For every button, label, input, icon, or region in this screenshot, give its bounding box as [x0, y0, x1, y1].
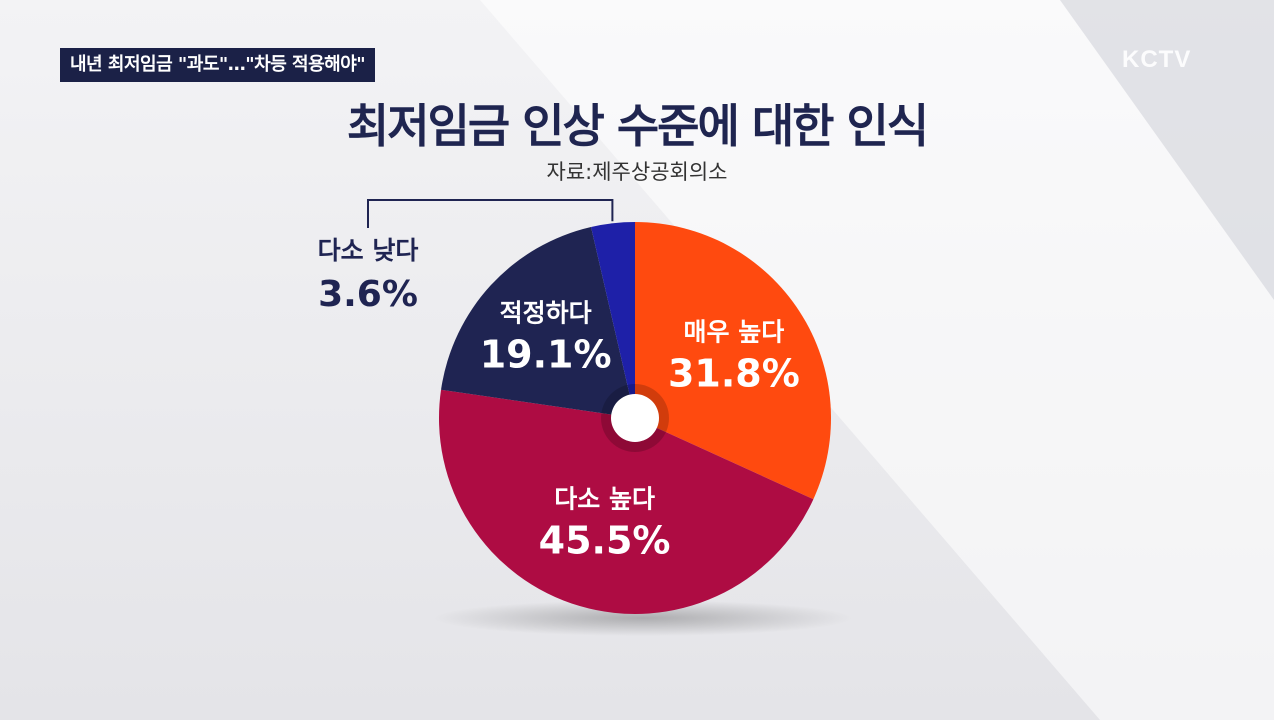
pie-slice: [635, 222, 832, 500]
pie-slice: [441, 226, 635, 418]
slice-value-label: 19.1%: [480, 333, 612, 377]
slice-value-label: 45.5%: [539, 518, 671, 562]
pie-slice: [438, 389, 814, 615]
callout-label: 다소 낮다: [318, 236, 419, 265]
chart-source: 자료:제주상공회의소: [546, 160, 728, 184]
pie-center-hole: [611, 394, 659, 442]
pie-shadow: [433, 600, 853, 636]
slice-label: 다소 높다: [554, 484, 655, 513]
callout-line: [367, 199, 614, 228]
pie-slice: [591, 221, 635, 418]
slice-label: 매우 높다: [684, 317, 785, 346]
news-caption: 내년 최저임금 "과도"…"차등 적용해야": [60, 48, 376, 82]
callout-value-label: 3.6%: [318, 274, 418, 315]
channel-logo: KCTV: [1122, 46, 1192, 73]
slice-value-label: 31.8%: [668, 351, 800, 395]
slice-label: 적정하다: [500, 299, 592, 328]
chart-title: 최저임금 인상 수준에 대한 인식: [346, 99, 929, 153]
